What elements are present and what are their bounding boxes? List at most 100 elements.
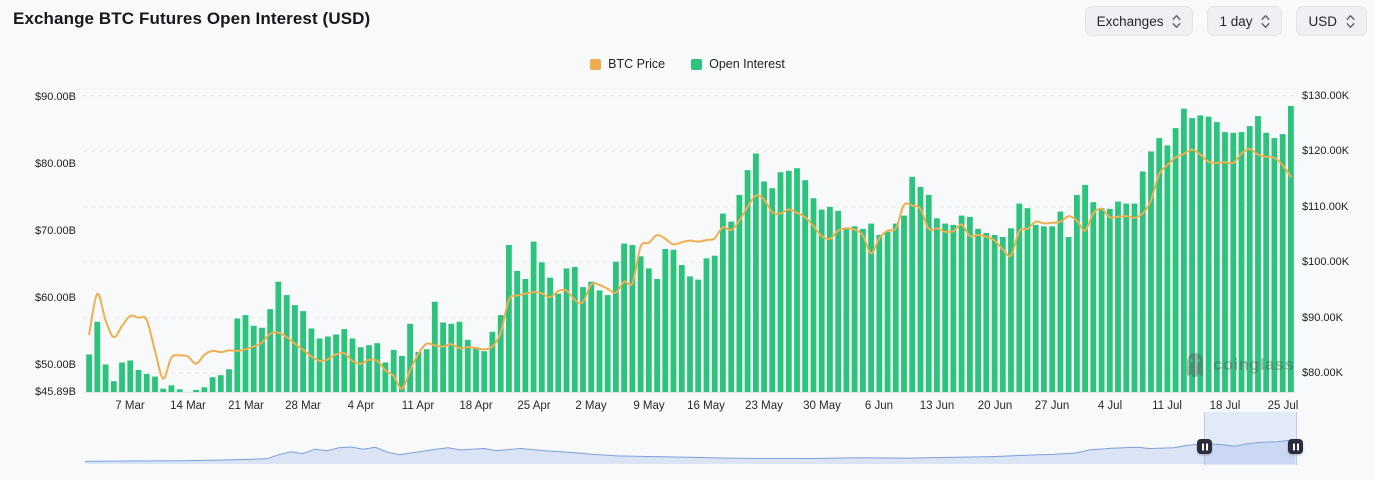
oi-bar[interactable] — [588, 281, 595, 392]
oi-bar[interactable] — [909, 176, 916, 392]
oi-bar[interactable] — [851, 226, 858, 392]
oi-bar[interactable] — [571, 267, 578, 392]
oi-bar[interactable] — [1065, 237, 1072, 392]
oi-bar[interactable] — [1131, 203, 1138, 392]
oi-bar[interactable] — [753, 153, 759, 393]
oi-bar[interactable] — [382, 362, 389, 393]
oi-bar[interactable] — [538, 262, 545, 392]
oi-bar[interactable] — [662, 249, 669, 392]
oi-bar[interactable] — [695, 279, 702, 392]
oi-bar[interactable] — [333, 334, 339, 393]
oi-bar[interactable] — [604, 295, 611, 392]
oi-bar[interactable] — [464, 339, 471, 392]
navigator-area[interactable] — [85, 439, 1295, 464]
oi-bar[interactable] — [1016, 203, 1023, 392]
oi-bar[interactable] — [473, 347, 479, 392]
oi-bar[interactable] — [769, 188, 776, 392]
oi-bar[interactable] — [1148, 151, 1154, 393]
oi-bar[interactable] — [152, 376, 158, 392]
oi-bar[interactable] — [522, 279, 529, 392]
oi-bar[interactable] — [934, 218, 940, 392]
oi-bar[interactable] — [876, 235, 883, 392]
oi-bar[interactable] — [292, 305, 298, 392]
oi-bar[interactable] — [860, 228, 866, 392]
left-brush-handle[interactable] — [1197, 439, 1212, 454]
oi-bar[interactable] — [143, 373, 150, 392]
oi-bar[interactable] — [761, 181, 767, 393]
main-chart-canvas[interactable] — [0, 0, 1375, 420]
oi-bar[interactable] — [975, 228, 981, 392]
oi-bar[interactable] — [366, 345, 372, 392]
oi-bar[interactable] — [324, 336, 331, 393]
oi-bar[interactable] — [892, 223, 899, 392]
btc-price-line[interactable] — [88, 148, 1292, 390]
oi-bar[interactable] — [1139, 171, 1146, 393]
oi-bar[interactable] — [259, 327, 265, 392]
oi-bar[interactable] — [1032, 224, 1039, 392]
oi-bar[interactable] — [843, 228, 850, 392]
exchanges-select[interactable]: Exchanges — [1084, 6, 1194, 36]
oi-bar[interactable] — [670, 249, 677, 392]
oi-bar[interactable] — [127, 360, 134, 393]
oi-bar[interactable] — [1279, 134, 1286, 392]
oi-bar[interactable] — [399, 355, 405, 392]
oi-bar[interactable] — [835, 210, 842, 392]
oi-bar[interactable] — [102, 364, 109, 393]
oi-bar[interactable] — [250, 325, 257, 392]
oi-bar[interactable] — [925, 194, 932, 392]
oi-bar[interactable] — [654, 279, 660, 392]
oi-bar[interactable] — [357, 347, 364, 392]
oi-bar[interactable] — [168, 385, 175, 392]
oi-bar[interactable] — [1246, 126, 1253, 392]
oi-bar[interactable] — [242, 315, 249, 392]
oi-bar[interactable] — [390, 349, 397, 392]
oi-bar[interactable] — [613, 261, 619, 392]
range-navigator[interactable] — [85, 424, 1295, 465]
oi-bar[interactable] — [135, 369, 142, 392]
oi-bar[interactable] — [431, 301, 438, 392]
oi-bar[interactable] — [341, 329, 348, 392]
oi-bar[interactable] — [308, 328, 315, 393]
oi-bar[interactable] — [1255, 116, 1261, 392]
oi-bar[interactable] — [703, 258, 710, 392]
oi-bar[interactable] — [316, 338, 323, 393]
oi-bar[interactable] — [818, 209, 825, 392]
oi-bar[interactable] — [193, 389, 199, 392]
oi-bar[interactable] — [687, 276, 693, 392]
oi-bar[interactable] — [794, 168, 800, 392]
oi-bar[interactable] — [349, 338, 356, 393]
oi-bar[interactable] — [94, 321, 101, 392]
oi-bar[interactable] — [736, 194, 743, 392]
oi-bar[interactable] — [209, 377, 216, 392]
oi-bar[interactable] — [1057, 211, 1064, 392]
oi-bar[interactable] — [1271, 138, 1278, 392]
legend-item-open-interest[interactable]: Open Interest — [691, 57, 785, 71]
oi-bar[interactable] — [1024, 208, 1031, 392]
right-brush-handle[interactable] — [1288, 439, 1303, 454]
oi-bar[interactable] — [1172, 128, 1179, 392]
oi-bar[interactable] — [950, 224, 957, 392]
oi-bar[interactable] — [596, 290, 603, 392]
oi-bar[interactable] — [514, 271, 520, 392]
oi-bar[interactable] — [645, 268, 652, 392]
oi-bar[interactable] — [226, 369, 232, 392]
navigator-selection[interactable] — [1204, 412, 1297, 465]
oi-bar[interactable] — [999, 237, 1006, 392]
oi-bar[interactable] — [1123, 203, 1130, 392]
legend-item-btc-price[interactable]: BTC Price — [590, 57, 665, 71]
oi-bar[interactable] — [785, 170, 792, 392]
oi-bar[interactable] — [1041, 226, 1047, 392]
oi-bar[interactable] — [1197, 115, 1204, 393]
oi-bar[interactable] — [1213, 122, 1220, 392]
oi-bar[interactable] — [374, 343, 381, 392]
interval-select[interactable]: 1 day — [1207, 6, 1283, 36]
oi-bar[interactable] — [497, 315, 504, 392]
oi-bar[interactable] — [637, 256, 644, 392]
oi-bar[interactable] — [1156, 138, 1163, 392]
oi-bar[interactable] — [267, 309, 274, 392]
oi-bar[interactable] — [563, 268, 570, 392]
oi-bar[interactable] — [777, 172, 784, 392]
oi-bar[interactable] — [629, 245, 636, 392]
oi-bar[interactable] — [1090, 202, 1097, 392]
oi-bar[interactable] — [580, 287, 586, 392]
